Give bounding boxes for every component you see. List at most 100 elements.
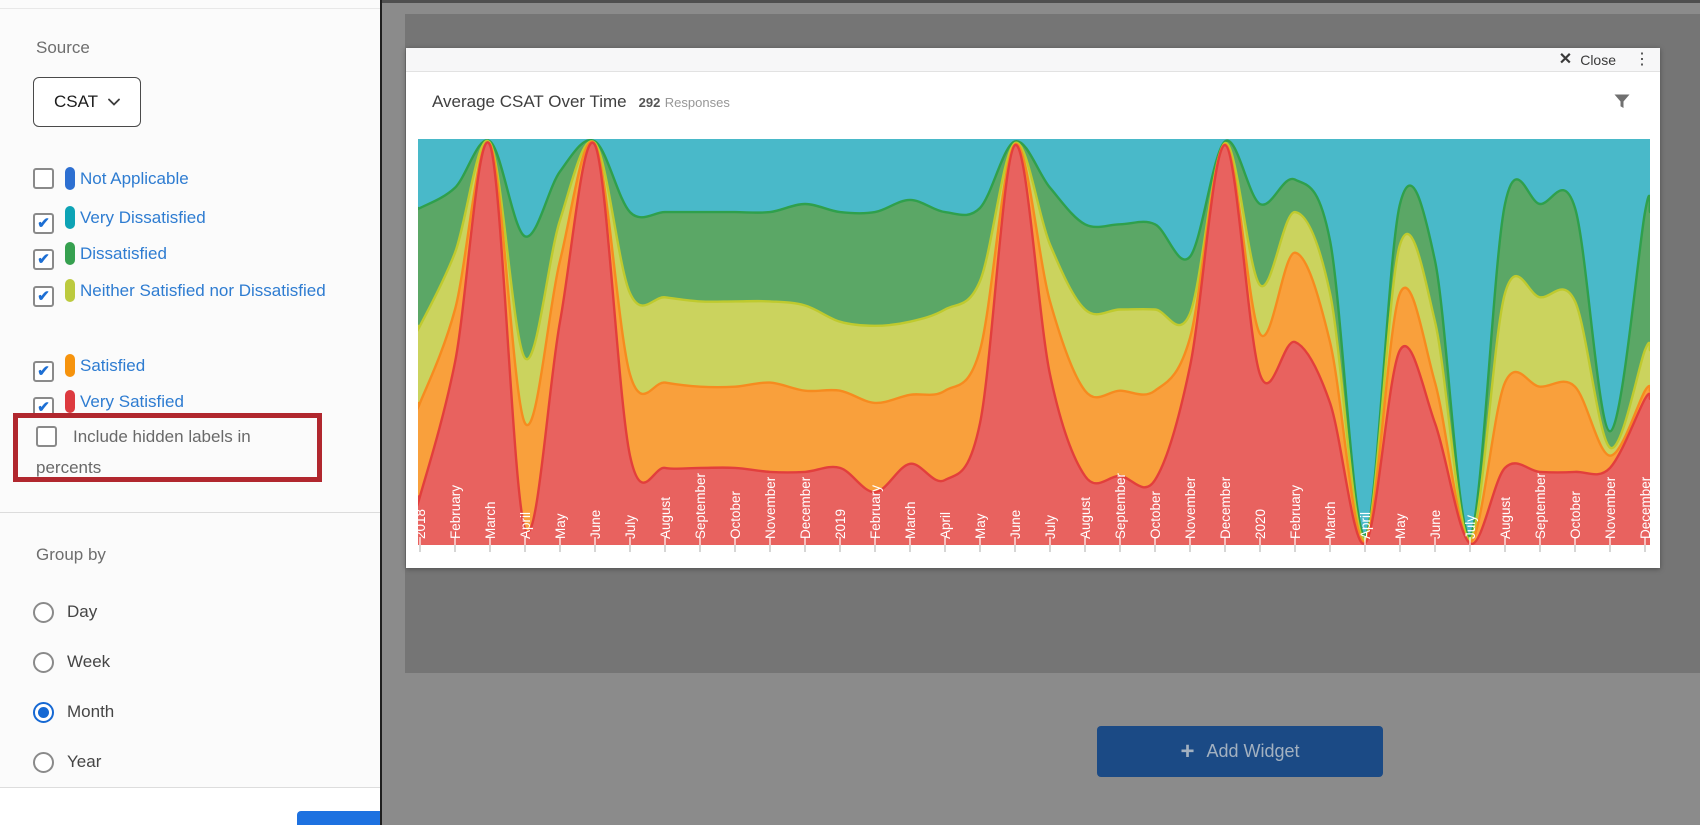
x-axis-label: March xyxy=(483,501,498,539)
add-widget-button[interactable]: + Add Widget xyxy=(1097,726,1383,777)
filter-label: Not Applicable xyxy=(80,169,189,188)
filter-label: Very Dissatisfied xyxy=(80,208,206,227)
close-button[interactable]: ✕ Close xyxy=(1559,50,1616,70)
widget-preview-card: ✕ Close ⋮ Average CSAT Over Time 292 Res… xyxy=(406,48,1660,568)
filter-row[interactable]: ✔ Very Dissatisfied xyxy=(33,200,348,236)
x-axis-label: July xyxy=(1043,515,1058,539)
checkbox-checked[interactable]: ✔ xyxy=(33,361,54,382)
x-axis-label: October xyxy=(728,490,743,539)
source-section-label: Source xyxy=(36,38,90,57)
area-very-satisfied xyxy=(418,142,1650,545)
filter-label: Neither Satisfied nor Dissatisfied xyxy=(80,281,326,300)
radio-label: Day xyxy=(67,602,98,621)
filter-label: Dissatisfied xyxy=(80,244,167,263)
checkbox-unchecked[interactable] xyxy=(33,168,54,189)
x-axis-label: November xyxy=(763,476,778,539)
primary-action-button-partial[interactable] xyxy=(297,811,380,825)
boundary-very-satisfied xyxy=(418,141,1650,545)
widget-title-row: Average CSAT Over Time 292 Responses xyxy=(432,92,730,112)
x-axis-label: September xyxy=(1113,472,1128,539)
widget-title: Average CSAT Over Time xyxy=(432,92,627,111)
x-axis-label: October xyxy=(1148,490,1163,539)
filter-funnel-icon[interactable] xyxy=(1614,94,1630,109)
radio-selected[interactable] xyxy=(33,701,54,723)
include-hidden-label: Include hidden labels in percents xyxy=(36,427,251,477)
x-axis-label: 2019 xyxy=(833,509,848,539)
filter-row[interactable]: ✔ Satisfied xyxy=(33,348,348,384)
radio-unselected[interactable] xyxy=(33,651,54,673)
x-axis-label: November xyxy=(1603,476,1618,539)
sidebar-border xyxy=(380,0,382,825)
checkbox-checked[interactable]: ✔ xyxy=(33,249,54,270)
x-axis-label: September xyxy=(1533,472,1548,539)
filter-label: Satisfied xyxy=(80,356,146,375)
x-axis-label: May xyxy=(553,513,568,539)
x-axis-label: June xyxy=(1008,510,1023,539)
x-axis-label: May xyxy=(1393,513,1408,539)
checkbox-checked[interactable]: ✔ xyxy=(33,213,54,234)
series-color-swatch xyxy=(65,242,75,265)
x-axis-label: April xyxy=(518,512,533,539)
group-by-section-label: Group by xyxy=(36,545,106,564)
radio-label: Year xyxy=(67,752,102,771)
source-dropdown-value: CSAT xyxy=(53,92,99,111)
x-axis-label: March xyxy=(1323,501,1338,539)
checkbox-checked[interactable]: ✔ xyxy=(33,286,54,307)
x-axis-label: 2018 xyxy=(418,509,428,539)
x-axis-label: June xyxy=(1428,510,1443,539)
filter-label: Very Satisfied xyxy=(80,392,184,411)
x-axis-label: December xyxy=(1218,476,1233,539)
x-axis-label: September xyxy=(693,472,708,539)
responses-label: Responses xyxy=(664,95,730,110)
group-by-option-year[interactable]: Year xyxy=(33,751,101,773)
include-hidden-labels-row[interactable]: Include hidden labels in percents xyxy=(36,421,294,483)
kebab-menu-icon[interactable]: ⋮ xyxy=(1634,51,1650,68)
widget-card-toolbar: ✕ Close ⋮ xyxy=(406,48,1660,72)
x-axis-label: July xyxy=(623,515,638,539)
source-dropdown[interactable]: CSAT xyxy=(33,77,141,127)
x-axis-label: July xyxy=(1463,515,1478,539)
main-top-border xyxy=(382,0,1700,3)
sidebar-top-divider xyxy=(0,8,380,9)
series-color-swatch xyxy=(65,354,75,377)
x-axis-label: March xyxy=(903,501,918,539)
series-color-swatch xyxy=(65,279,75,302)
include-hidden-checkbox[interactable] xyxy=(36,426,57,447)
section-divider xyxy=(0,512,380,513)
add-widget-label: Add Widget xyxy=(1206,741,1300,761)
group-by-option-month[interactable]: Month xyxy=(33,701,114,723)
radio-label: Week xyxy=(67,652,111,671)
x-axis-label: August xyxy=(1078,497,1093,539)
stacked-area-chart: 2018 February March April May June July August S… xyxy=(418,139,1650,552)
close-label: Close xyxy=(1580,52,1616,68)
plus-icon: + xyxy=(1180,737,1195,765)
group-by-option-day[interactable]: Day xyxy=(33,601,97,623)
x-axis-label: June xyxy=(588,510,603,539)
x-axis-label: December xyxy=(798,476,813,539)
filter-row[interactable]: ✔ Dissatisfied xyxy=(33,236,348,272)
responses-count: 292 xyxy=(638,95,661,110)
x-axis-label: December xyxy=(1638,476,1650,539)
close-icon: ✕ xyxy=(1558,51,1573,68)
chevron-down-icon xyxy=(108,98,120,106)
checkbox-checked[interactable]: ✔ xyxy=(33,397,54,418)
series-color-swatch xyxy=(65,206,75,229)
x-axis-label: April xyxy=(1358,512,1373,539)
series-color-swatch xyxy=(65,167,75,190)
x-axis-label: October xyxy=(1568,490,1583,539)
x-axis-label: August xyxy=(658,497,673,539)
x-axis-label: August xyxy=(1498,497,1513,539)
radio-label: Month xyxy=(67,702,115,721)
filter-row[interactable]: ✔ Very Satisfied xyxy=(33,384,348,420)
filter-row[interactable]: ✔ Neither Satisfied nor Dissatisfied xyxy=(33,273,348,309)
boundary-dissatisfied xyxy=(418,139,1650,537)
widget-settings-sidebar: Source CSAT Not Applicable ✔ Very Dissatis… xyxy=(0,0,380,825)
radio-unselected[interactable] xyxy=(33,601,54,623)
group-by-option-week[interactable]: Week xyxy=(33,651,110,673)
filter-row[interactable]: Not Applicable xyxy=(33,161,348,197)
x-axis-label: November xyxy=(1183,476,1198,539)
boundary-satisfied xyxy=(418,140,1650,544)
x-axis-label: February xyxy=(1288,485,1303,539)
radio-unselected[interactable] xyxy=(33,751,54,773)
